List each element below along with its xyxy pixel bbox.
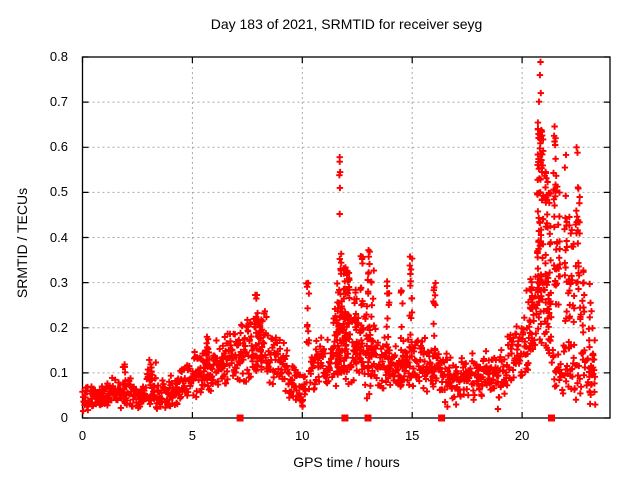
x-tick-label: 10 xyxy=(295,428,310,443)
data-points xyxy=(79,58,599,415)
y-tick-label: 0.5 xyxy=(49,184,68,200)
y-tick-label: 0.1 xyxy=(49,364,68,380)
y-tick-label: 0 xyxy=(60,410,68,425)
y-tick-label: 0.2 xyxy=(49,319,68,335)
chart-title: Day 183 of 2021, SRMTID for receiver sey… xyxy=(210,16,483,32)
y-tick-label: 0.8 xyxy=(49,49,68,64)
y-tick-label: 0.6 xyxy=(49,139,68,155)
y-tick-label: 0.4 xyxy=(49,229,68,245)
x-tick-label: 0 xyxy=(78,428,87,443)
axis-ticks xyxy=(81,56,610,419)
grid-lines xyxy=(82,57,610,418)
y-tick-label: 0.3 xyxy=(49,274,68,290)
x-tick-label: 15 xyxy=(404,428,420,443)
x-axis-label: GPS time / hours xyxy=(293,454,400,470)
x-tick-label: 20 xyxy=(514,428,530,443)
x-tick-label: 5 xyxy=(188,428,196,443)
y-tick-label: 0.7 xyxy=(49,94,68,110)
